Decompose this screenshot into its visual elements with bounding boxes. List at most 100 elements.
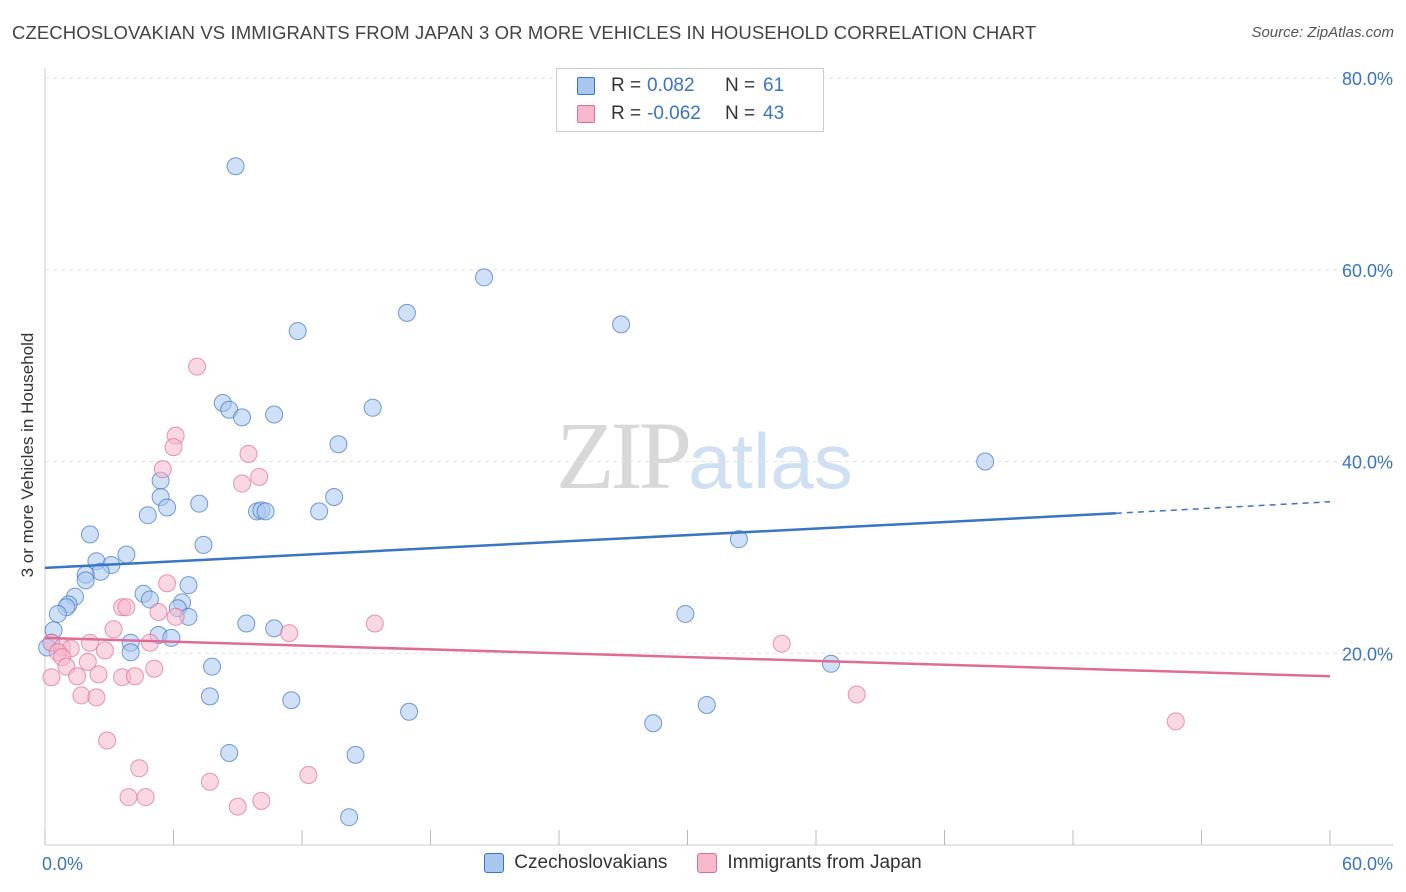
watermark-atlas: atlas (688, 417, 853, 505)
czechoslovakians-point (346, 745, 365, 764)
legend-n-label: N = (725, 103, 756, 124)
series-swatch-japan (697, 853, 718, 873)
y-tick-label: 80.0% (1342, 69, 1393, 89)
japan-point (365, 614, 384, 633)
japan-point (95, 641, 114, 660)
japan-point (252, 791, 271, 810)
czechoslovakians-trend-line (44, 512, 1116, 570)
czechoslovakians-point (121, 643, 140, 662)
czechoslovakians-point (697, 696, 716, 715)
series-swatch-czechoslovakians (484, 853, 505, 873)
czechoslovakians-point (475, 268, 494, 287)
czechoslovakians-point (237, 614, 256, 633)
series-legend-czechoslovakians: Czechoslovakians (484, 852, 667, 874)
legend-r-label: R = (611, 103, 642, 124)
japan-point (149, 603, 168, 622)
czechoslovakians-point (226, 157, 245, 176)
japan-point (87, 688, 106, 707)
japan-point (299, 766, 318, 785)
czechoslovakians-point (821, 654, 840, 673)
japan-point (125, 667, 144, 686)
japan-point (130, 759, 149, 778)
czechoslovakians-point (117, 545, 136, 564)
japan-point (136, 788, 155, 807)
y-tick-label: 40.0% (1342, 453, 1393, 473)
czechoslovakians-point (140, 590, 159, 609)
y-tick-label: 20.0% (1342, 644, 1393, 664)
legend-r-label: R = (611, 75, 642, 96)
czechoslovakians-point (340, 808, 359, 827)
japan-point (772, 634, 791, 653)
czechoslovakians-point (158, 498, 177, 517)
japan-point (847, 685, 866, 704)
japan-point (145, 659, 164, 678)
japan-point (78, 652, 97, 671)
czechoslovakians-point (256, 502, 275, 521)
czechoslovakians-point (265, 619, 284, 638)
japan-point (89, 665, 108, 684)
czechoslovakians-point (162, 628, 181, 647)
czechoslovakians-point (329, 435, 348, 454)
czechoslovakians-point (138, 506, 157, 525)
legend-row-japan: R = -0.062 N = 43 (577, 102, 784, 126)
japan-point (140, 633, 159, 652)
czechoslovakians-point (400, 702, 419, 721)
legend-swatch-czechoslovakians (577, 77, 595, 95)
czechoslovakians-point (612, 315, 631, 334)
japan-point (153, 460, 172, 479)
x-tick-label: 0.0% (42, 854, 83, 874)
czechoslovakians-point (233, 408, 252, 427)
czechoslovakians-point (644, 714, 663, 733)
chart-title: CZECHOSLOVAKIAN VS IMMIGRANTS FROM JAPAN… (12, 22, 1037, 43)
czechoslovakians-point (48, 604, 67, 623)
japan-point (42, 668, 61, 687)
japan-point (72, 686, 91, 705)
y-tick-label: 60.0% (1342, 261, 1393, 281)
japan-point (68, 667, 87, 686)
czechoslovakians-point (282, 691, 301, 710)
czechoslovakians-point (76, 571, 95, 590)
czechoslovakians-trend-extension (1115, 501, 1331, 515)
japan-point (280, 624, 299, 643)
czechoslovakians-point (203, 657, 222, 676)
japan-point (166, 607, 185, 626)
czechoslovakians-point (288, 322, 307, 341)
japan-point (228, 797, 247, 816)
japan-point (200, 772, 219, 791)
series-legend-japan: Immigrants from Japan (697, 852, 922, 874)
czechoslovakians-point (179, 576, 198, 595)
stats-legend: R = 0.082 N = 61 R = -0.062 N = 43 (556, 68, 824, 132)
czechoslovakians-point (80, 525, 99, 544)
japan-trend-line (44, 636, 1331, 678)
japan-point (250, 467, 269, 486)
czechoslovakians-point (265, 405, 284, 424)
legend-n-value: 61 (763, 75, 785, 96)
czechoslovakians-point (363, 398, 382, 417)
czechoslovakians-point (397, 303, 416, 322)
series-name: Immigrants from Japan (727, 852, 922, 873)
czechoslovakians-point (190, 494, 209, 513)
japan-point (104, 620, 123, 639)
legend-row-czechoslovakians: R = 0.082 N = 61 (577, 74, 784, 98)
legend-n-value: 43 (763, 103, 785, 124)
legend-r-value: -0.062 (647, 103, 701, 124)
japan-point (233, 474, 252, 493)
series-legend: Czechoslovakians Immigrants from Japan (0, 852, 1406, 874)
legend-n-label: N = (725, 75, 756, 96)
japan-point (80, 633, 99, 652)
czechoslovakians-point (220, 743, 239, 762)
czechoslovakians-point (729, 530, 748, 549)
japan-point (117, 598, 136, 617)
czechoslovakians-point (310, 502, 329, 521)
japan-point (158, 574, 177, 593)
x-tick-label: 60.0% (1342, 854, 1393, 874)
czechoslovakians-point (325, 487, 344, 506)
watermark: ZIPatlas (556, 400, 853, 511)
watermark-zip: ZIP (556, 402, 692, 509)
legend-swatch-japan (577, 105, 595, 123)
japan-point (98, 731, 117, 750)
japan-point (1166, 712, 1185, 731)
japan-point (188, 357, 207, 376)
japan-point (119, 788, 138, 807)
japan-point (239, 444, 258, 463)
